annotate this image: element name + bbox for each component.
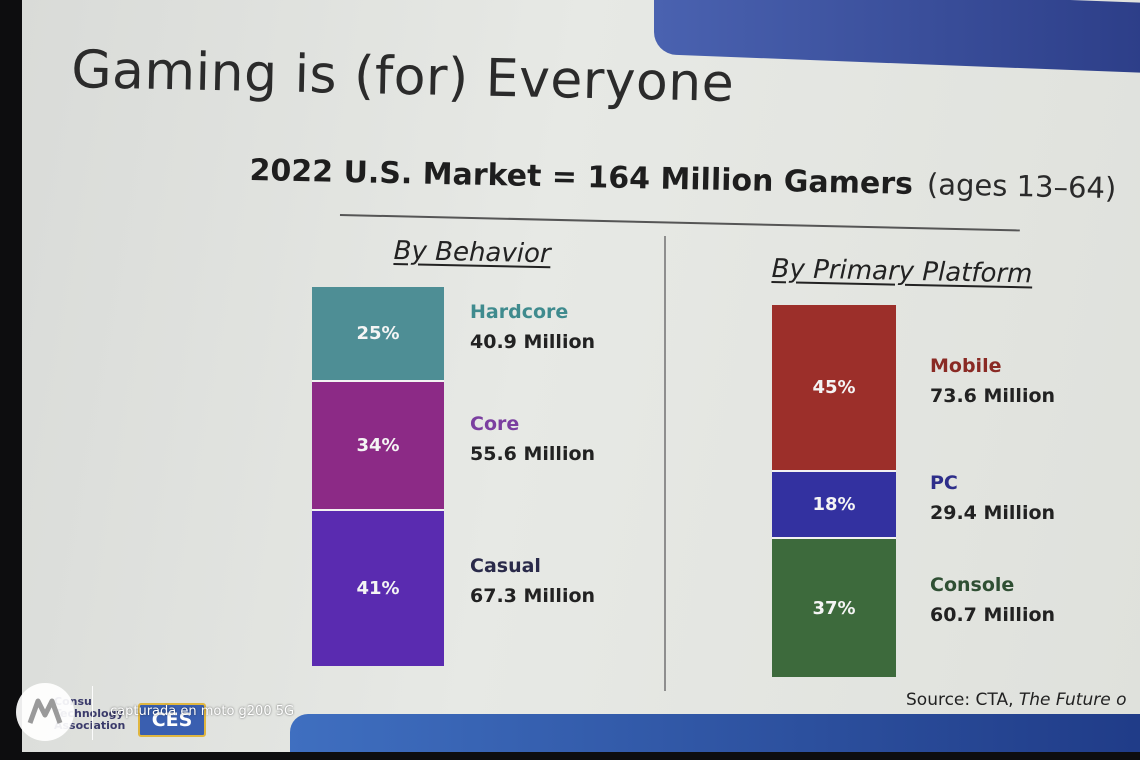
- footer-accent-band: [290, 714, 1140, 752]
- platform-chart-title: By Primary Platform: [771, 254, 1033, 290]
- behavior-stacked-bar: 25% 34% 41%: [312, 287, 444, 666]
- camera-watermark: capturada en moto g200 5G: [110, 704, 295, 719]
- platform-segment-percent-label: 18%: [812, 494, 856, 515]
- behavior-chart-title: By Behavior: [393, 236, 551, 270]
- platform-segment-console: 37%: [772, 539, 896, 677]
- ces-logo: CES: [138, 703, 206, 737]
- subtitle-note: (ages 13–64): [926, 167, 1117, 206]
- slide-subtitle: 2022 U.S. Market = 164 Million Gamers (ag…: [249, 153, 1116, 206]
- platform-legend-name: Console: [930, 574, 1015, 596]
- behavior-segment-percent-label: 25%: [356, 323, 400, 344]
- slide-title: Gaming is (for) Everyone: [70, 40, 735, 114]
- motorola-logo-icon: [16, 683, 74, 741]
- platform-legend-value: 60.7 Million: [930, 604, 1056, 626]
- platform-legend-name: Mobile: [930, 354, 1002, 377]
- behavior-legend-value: 55.6 Million: [470, 442, 596, 465]
- platform-stacked-bar: 45% 18% 37%: [772, 305, 896, 677]
- subtitle-main: 2022 U.S. Market = 164 Million Gamers: [249, 153, 914, 202]
- column-divider: [664, 236, 666, 691]
- behavior-legend-name: Hardcore: [470, 300, 569, 323]
- behavior-legend-name: Core: [470, 412, 520, 435]
- behavior-segment-core: 34%: [312, 382, 444, 511]
- slide: Gaming is (for) Everyone 2022 U.S. Marke…: [22, 0, 1140, 752]
- behavior-legend-item: Hardcore 40.9 Million: [470, 301, 595, 353]
- behavior-legend-value: 67.3 Million: [470, 584, 596, 607]
- behavior-legend-item: Core 55.6 Million: [470, 413, 595, 465]
- platform-legend-item: Mobile 73.6 Million: [930, 355, 1055, 407]
- platform-segment-mobile: 45%: [772, 305, 896, 472]
- behavior-legend-item: Casual 67.3 Million: [470, 555, 595, 607]
- watermark-separator: [92, 686, 93, 740]
- behavior-segment-hardcore: 25%: [312, 287, 444, 382]
- platform-legend-item: PC 29.4 Million: [930, 472, 1055, 524]
- source-prefix: Source: CTA,: [906, 690, 1019, 710]
- behavior-segment-casual: 41%: [312, 511, 444, 666]
- platform-legend-name: PC: [930, 471, 958, 494]
- platform-legend-value: 29.4 Million: [930, 501, 1056, 524]
- source-title: The Future o: [1018, 690, 1127, 710]
- platform-segment-percent-label: 37%: [812, 597, 856, 619]
- behavior-legend-name: Casual: [470, 554, 541, 577]
- subtitle-divider: [339, 214, 1020, 232]
- platform-segment-pc: 18%: [772, 472, 896, 539]
- behavior-segment-percent-label: 34%: [356, 435, 400, 456]
- motorola-m-icon: [27, 698, 63, 724]
- source-note: Source: CTA, The Future o: [906, 690, 1126, 710]
- behavior-legend-value: 40.9 Million: [470, 330, 596, 353]
- platform-segment-percent-label: 45%: [812, 377, 856, 398]
- platform-legend-value: 73.6 Million: [930, 384, 1056, 407]
- platform-legend-item: Console 60.7 Million: [930, 574, 1055, 626]
- behavior-segment-percent-label: 41%: [356, 578, 400, 599]
